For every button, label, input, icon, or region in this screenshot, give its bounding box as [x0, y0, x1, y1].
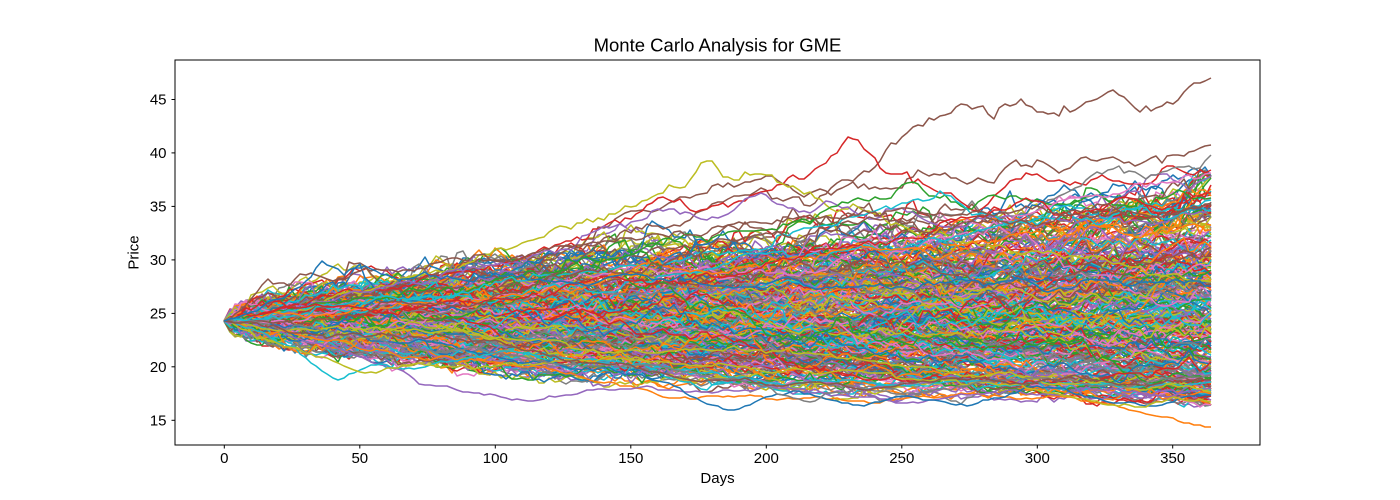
svg-text:200: 200 [754, 450, 779, 467]
svg-text:30: 30 [150, 252, 167, 269]
svg-text:25: 25 [150, 306, 167, 323]
svg-text:40: 40 [150, 145, 167, 162]
svg-text:50: 50 [351, 450, 368, 467]
svg-text:300: 300 [1025, 450, 1050, 467]
svg-text:15: 15 [150, 413, 167, 430]
svg-text:Days: Days [700, 470, 734, 487]
svg-text:0: 0 [220, 450, 228, 467]
svg-text:Monte Carlo Analysis for GME: Monte Carlo Analysis for GME [594, 35, 842, 56]
svg-text:Price: Price [126, 235, 143, 269]
svg-text:100: 100 [483, 450, 508, 467]
svg-text:250: 250 [889, 450, 914, 467]
svg-text:150: 150 [618, 450, 643, 467]
svg-text:20: 20 [150, 359, 167, 376]
svg-text:350: 350 [1160, 450, 1185, 467]
svg-text:45: 45 [150, 92, 167, 109]
svg-text:35: 35 [150, 199, 167, 216]
